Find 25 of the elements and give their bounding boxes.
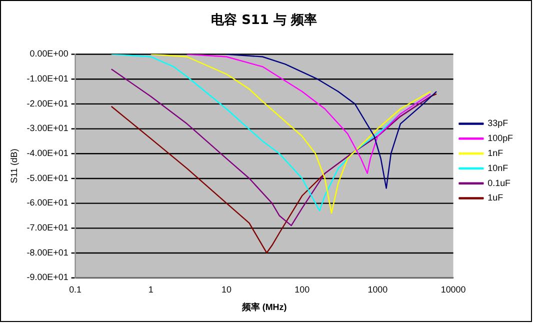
x-tick-label: 10 bbox=[222, 284, 232, 294]
x-tick-label: 1000 bbox=[368, 284, 388, 294]
legend-label: 100pF bbox=[488, 133, 514, 144]
legend-label: 10nF bbox=[488, 162, 509, 173]
x-tick-label: 0.1 bbox=[69, 284, 82, 294]
y-tick-label: 0.00E+00 bbox=[30, 48, 68, 59]
y-tick-label: -5.00E+01 bbox=[26, 172, 68, 183]
legend-label: 1nF bbox=[488, 148, 504, 158]
x-axis-title: 频率 (MHz) bbox=[240, 302, 287, 312]
x-tick-label: 10000 bbox=[440, 284, 466, 294]
y-tick-label: -3.00E+01 bbox=[26, 123, 68, 134]
y-tick-label: -6.00E+01 bbox=[26, 198, 68, 208]
legend-label: 1uF bbox=[488, 192, 504, 203]
legend-label: 0.1uF bbox=[488, 178, 512, 188]
legend-label: 33pF bbox=[488, 118, 509, 128]
y-tick-label: -4.00E+01 bbox=[26, 148, 68, 158]
x-tick-label: 1 bbox=[148, 284, 154, 294]
y-tick-label: -7.00E+01 bbox=[26, 222, 68, 232]
y-axis-title: S11 (dB) bbox=[8, 148, 19, 184]
y-tick-label: -2.00E+01 bbox=[26, 98, 68, 108]
y-tick-label: -8.00E+01 bbox=[26, 247, 68, 258]
y-tick-label: -1.00E+01 bbox=[26, 74, 68, 84]
y-tick-label: -9.00E+01 bbox=[26, 272, 68, 282]
chart-title: 电容 S11 与 频率 bbox=[211, 12, 317, 28]
x-tick-label: 100 bbox=[294, 284, 310, 294]
